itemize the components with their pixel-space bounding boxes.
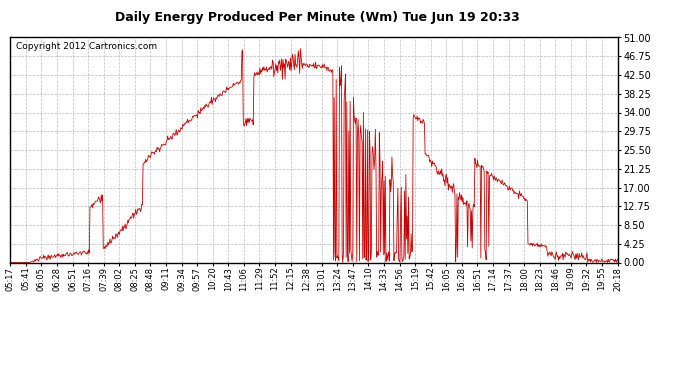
Text: Copyright 2012 Cartronics.com: Copyright 2012 Cartronics.com <box>17 42 157 51</box>
Text: Daily Energy Produced Per Minute (Wm) Tue Jun 19 20:33: Daily Energy Produced Per Minute (Wm) Tu… <box>115 11 520 24</box>
